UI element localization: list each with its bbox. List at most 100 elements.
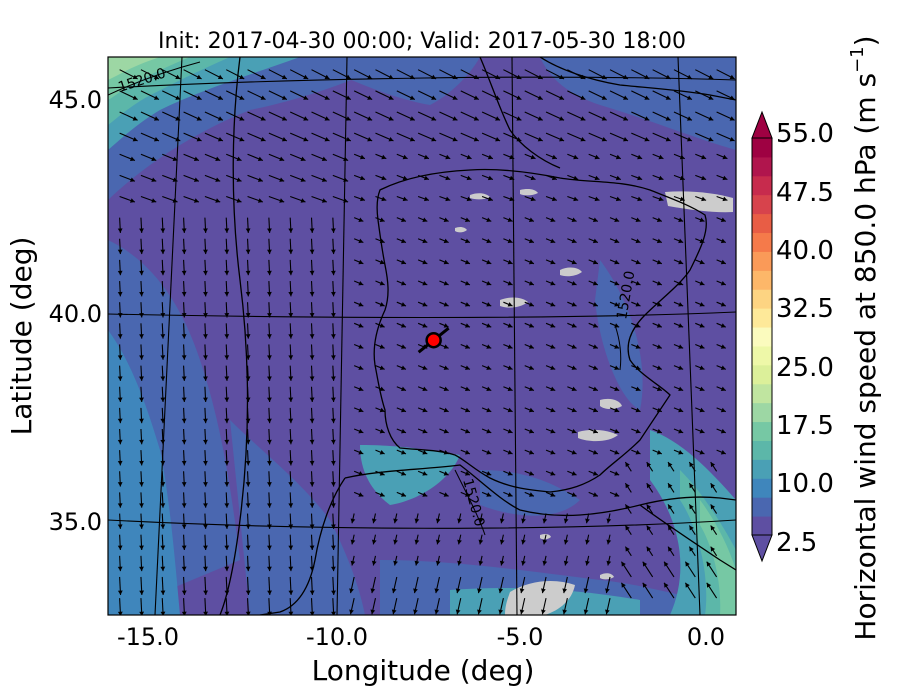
wind-vector-head [528, 471, 534, 476]
wind-vector-head [550, 217, 556, 222]
wind-vector-head [646, 462, 652, 468]
wind-vector-head [507, 302, 513, 307]
wind-vector-head [422, 238, 428, 244]
wind-vector-head [678, 428, 684, 434]
wind-vector-head [434, 609, 440, 615]
colorbar-tick-label: 47.5 [776, 178, 834, 208]
colorbar-segment [752, 232, 772, 252]
map-frame [107, 56, 737, 616]
wind-vector-head [117, 482, 123, 487]
y-axis-label: Latitude (deg) [5, 237, 38, 436]
wind-vector-head [646, 483, 652, 489]
wind-vector-head [300, 177, 306, 182]
wind-vector-head [457, 518, 462, 524]
wind-vector-head [656, 407, 662, 413]
wind-vector-head [464, 280, 470, 286]
wind-vector-head [175, 95, 181, 100]
wind-vector-head [443, 407, 449, 413]
wind-vector-head [401, 365, 406, 370]
wind-vector-head [699, 259, 705, 265]
colorbar-segment [752, 497, 772, 517]
colorbar-segment [752, 327, 772, 347]
wind-vector-head [495, 136, 501, 142]
wind-vector-head [401, 407, 406, 413]
wind-vector-head [245, 590, 251, 595]
wind-vector-head [487, 154, 493, 160]
wind-vector-head [257, 177, 263, 182]
wind-vector-head [464, 386, 470, 392]
wind-vector-head [665, 74, 671, 80]
wind-vector-head [720, 217, 726, 222]
wind-vector-head [203, 503, 208, 508]
wind-vector-head [551, 175, 557, 181]
wind-vector-head [267, 460, 272, 466]
wind-vector-head [699, 428, 705, 434]
wind-vector-head [601, 136, 607, 142]
wind-vector-head [139, 418, 144, 424]
wind-vector-head [623, 74, 629, 80]
wind-vector-head [559, 116, 565, 121]
wind-vector-head [153, 116, 159, 121]
x-tick-label: -15.0 [117, 623, 179, 651]
wind-vector-head [309, 590, 315, 595]
wind-vector-head [388, 116, 394, 121]
station-marker [417, 327, 450, 354]
wind-vector-head [507, 471, 513, 476]
wind-vector-head [625, 525, 630, 531]
wind-vector-head [215, 156, 221, 162]
wind-vector-head [583, 588, 589, 594]
wind-vector-head [583, 609, 589, 615]
wind-vector-head [507, 407, 513, 413]
wind-vector-head [571, 344, 577, 349]
wind-vector-head [260, 95, 266, 100]
wind-vector-head [668, 504, 673, 510]
wind-vector-head [139, 460, 144, 466]
colorbar-label: Horizontal wind speed at 850.0 hPa (m s−… [847, 35, 882, 640]
wind-vector-head [181, 334, 187, 339]
wind-vector-head [330, 312, 336, 318]
wind-vector-head [181, 545, 187, 550]
wind-vector-head [224, 228, 230, 233]
wind-vector-head [551, 196, 557, 202]
wind-vector-head [309, 334, 315, 339]
colorbar-label-exponent: −1 [847, 46, 868, 73]
wind-vector-head [580, 116, 586, 121]
wind-vector-head [478, 560, 484, 566]
wind-vector-head [367, 136, 373, 142]
wind-vector-head [434, 588, 440, 594]
wind-vector-head [729, 95, 735, 100]
wind-vector-head [656, 365, 662, 370]
wind-vector-head [330, 482, 336, 487]
wind-vector-head [710, 525, 716, 531]
wind-vector-head [224, 460, 230, 466]
wind-vector-head [495, 74, 501, 80]
colorbar-segment [752, 345, 772, 366]
wind-vector-head [464, 302, 470, 307]
wind-vector-head [615, 196, 621, 202]
wind-vector-head [160, 334, 166, 339]
wind-vector-head [708, 95, 714, 100]
wind-vector-head [699, 386, 705, 392]
wind-vector-head [642, 582, 648, 588]
wind-vector-head [486, 217, 492, 222]
wind-vector-head [466, 175, 472, 181]
wind-vectors [117, 69, 735, 615]
wind-vector-head [528, 365, 534, 370]
wind-vector-head [435, 560, 441, 566]
wind-vector-head [401, 492, 406, 497]
wind-vector-head [452, 116, 458, 121]
wind-vector-head [443, 280, 449, 286]
wind-vector-head [473, 116, 479, 121]
wind-vector-head [309, 228, 315, 233]
wind-vector-head [592, 492, 598, 497]
wind-vector-head [117, 460, 123, 466]
wind-vector-head [413, 588, 418, 594]
wind-vector-head [507, 492, 513, 497]
wind-vector-head [379, 365, 385, 370]
wind-vector-head [196, 74, 202, 80]
wind-vector-head [679, 196, 685, 202]
wind-vector-head [267, 270, 272, 276]
wind-vector-head [614, 365, 620, 370]
wind-vector-head [646, 504, 652, 510]
wind-vector-head [594, 175, 600, 181]
